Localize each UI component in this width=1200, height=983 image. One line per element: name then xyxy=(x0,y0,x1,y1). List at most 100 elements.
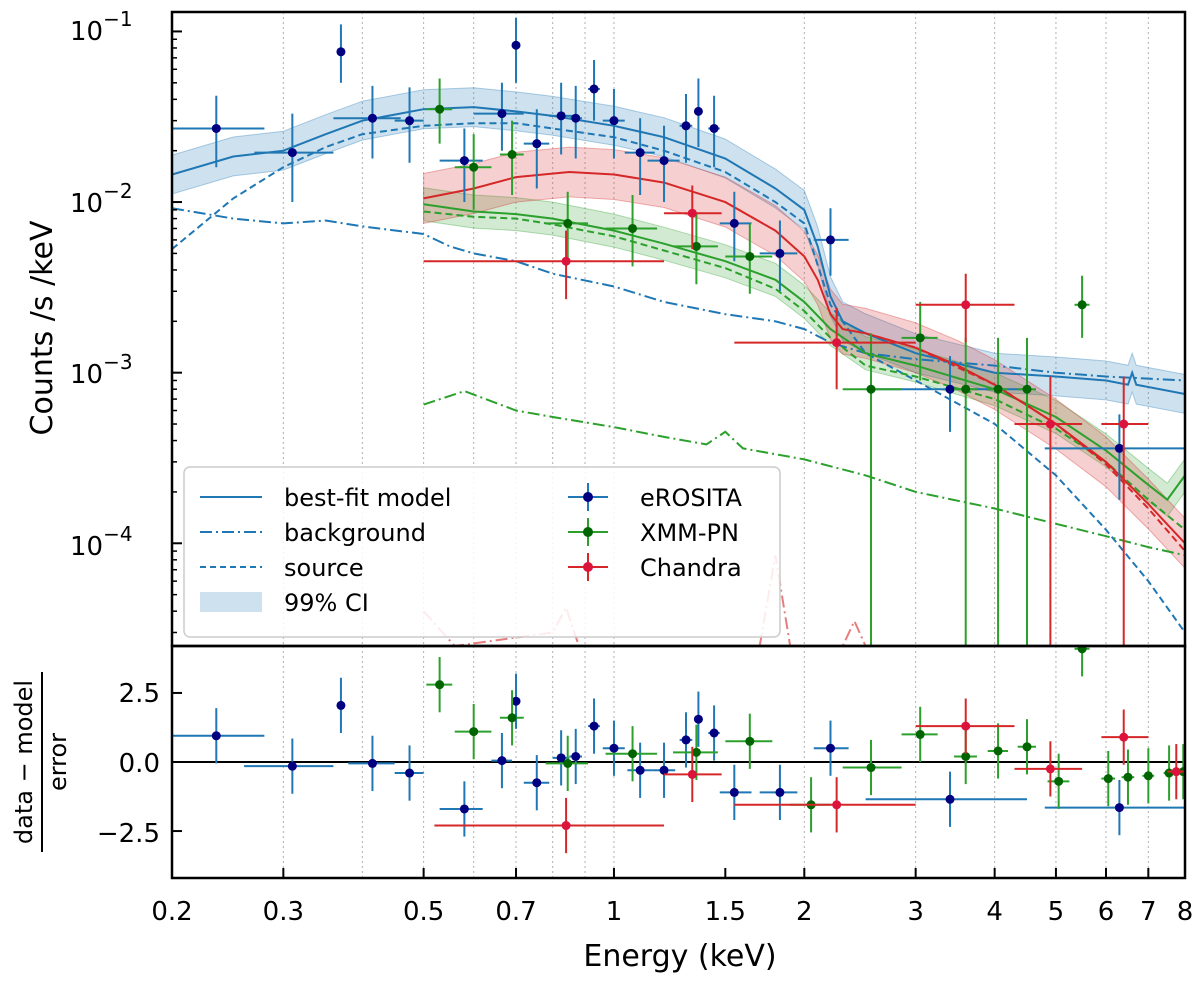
x-tick-label: 0.5 xyxy=(403,897,444,927)
data-marker xyxy=(993,746,1003,756)
residual-point-chandra xyxy=(1014,741,1083,797)
data-marker xyxy=(336,47,346,57)
data-marker xyxy=(609,743,619,753)
data-marker xyxy=(635,765,645,775)
model-source-xmm-pn xyxy=(423,210,1185,531)
residual-point-erosita xyxy=(336,677,346,733)
data-marker xyxy=(681,735,691,745)
data-marker xyxy=(1022,742,1032,752)
residual-point-xmm-pn xyxy=(725,713,773,769)
data-marker xyxy=(556,111,566,121)
data-marker xyxy=(635,148,645,158)
spectrum-point-erosita xyxy=(569,85,582,159)
ci-band-xmm-pn xyxy=(423,187,1185,518)
spectrum-point-xmm-pn xyxy=(673,214,718,285)
data-marker xyxy=(511,40,521,50)
spectrum-data-points xyxy=(172,17,1185,646)
ci-band-chandra xyxy=(423,146,1185,569)
spectrum-point-erosita xyxy=(588,60,600,121)
data-marker xyxy=(1123,772,1133,782)
data-marker xyxy=(832,800,842,810)
legend-marker-chandra xyxy=(568,553,608,581)
data-marker xyxy=(435,104,445,114)
spectrum-point-erosita xyxy=(693,78,703,148)
residual-point-chandra xyxy=(915,698,1015,754)
data-marker xyxy=(825,743,835,753)
residual-point-xmm-pn xyxy=(426,657,453,713)
data-marker xyxy=(497,756,507,766)
residual-point-erosita xyxy=(627,742,653,798)
data-marker xyxy=(211,731,221,741)
spectrum-point-chandra xyxy=(664,185,722,250)
residual-point-xmm-pn xyxy=(1142,748,1155,804)
data-marker xyxy=(687,208,697,218)
legend-marker-xmm xyxy=(568,518,608,546)
spectrum-point-erosita xyxy=(439,128,483,203)
data-marker xyxy=(532,778,542,788)
residual-point-xmm-pn xyxy=(1121,749,1135,805)
data-marker xyxy=(961,300,971,310)
residual-point-erosita xyxy=(719,764,752,820)
data-marker xyxy=(561,821,571,831)
spectrum-point-erosita xyxy=(719,191,752,262)
data-marker xyxy=(687,769,697,779)
spectrum-point-erosita xyxy=(172,95,265,168)
data-marker xyxy=(1045,764,1055,774)
residual-point-xmm-pn xyxy=(1074,646,1090,677)
data-marker xyxy=(609,116,619,126)
data-marker xyxy=(563,218,573,228)
spectrum-point-xmm-pn xyxy=(842,333,902,646)
residual-point-chandra xyxy=(1101,709,1149,765)
data-marker xyxy=(1077,300,1087,310)
spectrum-point-erosita xyxy=(473,82,524,151)
residual-point-xmm-pn xyxy=(1017,719,1037,775)
spectrum-point-erosita xyxy=(394,87,424,163)
residual-ylabel-numerator: data − model xyxy=(10,680,38,844)
residual-point-erosita xyxy=(588,698,600,754)
x-tick-label: 6 xyxy=(1098,897,1115,927)
spectrum-point-erosita xyxy=(624,118,655,195)
spectrum-y-tick-labels: 10−4 10−3 10−2 10−1 xyxy=(70,7,133,562)
residual-point-chandra xyxy=(434,797,665,854)
spectrum-point-chandra xyxy=(423,230,665,300)
residual-point-erosita xyxy=(813,720,849,776)
data-marker xyxy=(729,787,739,797)
residual-point-xmm-pn xyxy=(901,706,938,762)
legend-label-source: source xyxy=(284,554,364,582)
data-marker xyxy=(1103,774,1113,784)
residual-point-chandra xyxy=(734,777,916,833)
x-tick-label: 0.2 xyxy=(151,897,192,927)
legend: best-fit model background source 99% CI … xyxy=(183,466,781,638)
data-marker xyxy=(691,241,701,251)
data-marker xyxy=(1119,732,1129,742)
spectrum-point-erosita xyxy=(813,208,849,276)
x-tick-label: 4 xyxy=(986,897,1003,927)
y-tick-label-1e-1: 10−1 xyxy=(70,7,133,47)
spectrum-point-erosita xyxy=(602,88,625,159)
data-marker xyxy=(1045,419,1055,429)
data-marker xyxy=(681,121,691,131)
residual-point-erosita xyxy=(759,764,798,820)
data-marker xyxy=(693,106,703,116)
spectrum-point-erosita xyxy=(523,109,550,189)
spectrum-point-chandra xyxy=(1101,376,1149,646)
axis-ticks xyxy=(171,30,1186,878)
legend-label-xmm-pn: XMM-PN xyxy=(640,519,739,547)
data-marker xyxy=(589,84,599,94)
legend-swatch-ci xyxy=(200,592,262,612)
spectrum-point-erosita xyxy=(1044,414,1185,500)
data-marker xyxy=(659,765,669,775)
residual-point-xmm-pn xyxy=(987,723,1009,779)
data-marker xyxy=(1114,803,1124,813)
spectrum-point-xmm-pn xyxy=(499,120,524,195)
residual-point-erosita xyxy=(244,738,334,794)
x-tick-label: 3 xyxy=(907,897,924,927)
data-marker xyxy=(628,223,638,233)
legend-label-background: background xyxy=(284,519,426,547)
data-marker xyxy=(435,680,445,690)
model-source-erosita xyxy=(172,122,1185,634)
data-marker xyxy=(459,156,469,166)
legend-label-ci: 99% CI xyxy=(284,589,369,617)
data-marker xyxy=(1143,771,1153,781)
